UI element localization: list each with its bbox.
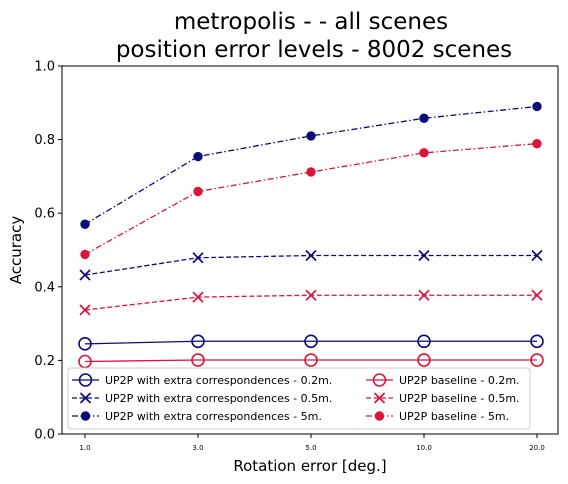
series-2-point-stroke-b	[531, 249, 543, 262]
legend-label: UP2P with extra correspondences - 5m.	[105, 410, 322, 423]
series-2-line	[84, 254, 537, 276]
series-2-point-stroke-b	[305, 249, 317, 262]
legend-item-2: UP2P with extra correspondences - 0.5m.	[72, 392, 332, 405]
series-1-point	[417, 334, 431, 349]
series-2	[79, 249, 543, 281]
series-4-point	[417, 353, 431, 367]
x-tick-label: 1.0	[79, 444, 90, 452]
series-3-point	[419, 113, 429, 123]
series-5-point	[531, 289, 543, 301]
series-6-point	[193, 186, 203, 197]
series-5-point	[192, 291, 204, 303]
series-2-point	[305, 249, 317, 262]
legend-box	[67, 367, 531, 430]
series-2-point-stroke-b	[79, 269, 91, 281]
series-6-point	[306, 167, 316, 177]
legend-marker	[80, 411, 91, 421]
legend-marker	[78, 373, 93, 387]
x-axis: 1.0 3.0 5.0 10.0 20.0	[79, 434, 545, 452]
legend-label: UP2P with extra correspondences - 0.2m.	[105, 374, 332, 387]
series-2-point-stroke-b	[418, 249, 430, 262]
series-2-point	[531, 249, 543, 262]
legend: UP2P with extra correspondences - 0.2m. U…	[67, 367, 531, 430]
plot-area-frame	[61, 65, 559, 435]
series-6	[80, 138, 542, 260]
series-4	[78, 353, 544, 369]
series-3-point	[532, 101, 542, 112]
legend-item-5: UP2P baseline - 0.5m.	[366, 392, 520, 405]
legend-item-4: UP2P baseline - 0.2m.	[366, 373, 520, 387]
series-5-line	[84, 294, 537, 311]
series-6-point	[419, 148, 429, 158]
series-1	[78, 334, 544, 351]
legend-marker	[374, 411, 385, 421]
y-tick-label: 0.2	[34, 354, 55, 369]
series-1-point	[191, 334, 205, 349]
x-tick-label: 5.0	[305, 444, 316, 452]
legend-item-3: UP2P with extra correspondences - 5m.	[72, 410, 322, 423]
series-3-point	[80, 219, 90, 229]
series-2-point	[418, 249, 430, 262]
series-5-point	[305, 289, 317, 301]
series-6-point	[80, 249, 90, 260]
series-4-point	[530, 353, 544, 367]
legend-label: UP2P baseline - 5m.	[399, 410, 509, 423]
chart-title-line1: metropolis - - all scenes	[174, 9, 448, 35]
series-4-line	[84, 359, 537, 363]
series-5-point-stroke-b	[79, 304, 91, 316]
chart-title-line2: position error levels - 8002 scenes	[116, 37, 512, 63]
x-tick-label: 3.0	[192, 444, 203, 452]
series-3-point	[193, 151, 203, 162]
series-2-point-stroke-b	[192, 252, 204, 264]
series-5-point	[79, 304, 91, 316]
legend-item-6: UP2P baseline - 5m.	[366, 410, 509, 423]
series-4-point	[304, 353, 318, 367]
series-1-point	[304, 334, 318, 349]
legend-item-1: UP2P with extra correspondences - 0.2m.	[72, 373, 332, 387]
legend-marker	[372, 373, 387, 387]
series-5	[79, 289, 543, 316]
y-tick-label: 1.0	[34, 60, 55, 75]
series-2-point	[192, 252, 204, 264]
x-tick-label: 10.0	[416, 444, 432, 452]
series-4-point	[191, 353, 205, 367]
series-1-point	[530, 334, 544, 349]
y-axis: 0.0 0.2 0.4 0.6 0.8 1.0	[34, 60, 62, 443]
series-5-point-stroke-b	[531, 289, 543, 301]
legend-marker-stroke-b	[373, 392, 386, 404]
series-1-point	[78, 337, 92, 351]
series-3-point	[306, 131, 316, 141]
series-5-point	[418, 289, 430, 301]
legend-label: UP2P baseline - 0.5m.	[399, 392, 520, 405]
legend-marker	[373, 392, 386, 404]
series-5-point-stroke-b	[192, 291, 204, 303]
y-tick-label: 0.8	[34, 133, 55, 148]
series-6-point	[532, 138, 542, 149]
series-layer	[78, 101, 544, 369]
y-tick-label: 0.0	[34, 428, 55, 443]
y-axis-label: Accuracy	[7, 216, 25, 285]
series-2-point	[79, 269, 91, 281]
series-6-line	[84, 143, 538, 255]
x-tick-label: 20.0	[529, 444, 545, 452]
series-5-point-stroke-b	[418, 289, 430, 301]
x-axis-label: Rotation error [deg.]	[233, 457, 386, 475]
legend-marker	[79, 392, 92, 404]
legend-marker-stroke-b	[79, 392, 92, 404]
y-tick-label: 0.4	[34, 280, 55, 295]
series-3	[80, 101, 542, 229]
series-1-line	[84, 340, 537, 345]
series-3-line	[84, 105, 538, 225]
y-tick-label: 0.6	[34, 207, 55, 222]
legend-label: UP2P baseline - 0.2m.	[399, 374, 520, 387]
legend-label: UP2P with extra correspondences - 0.5m.	[105, 392, 332, 405]
series-5-point-stroke-b	[305, 289, 317, 301]
